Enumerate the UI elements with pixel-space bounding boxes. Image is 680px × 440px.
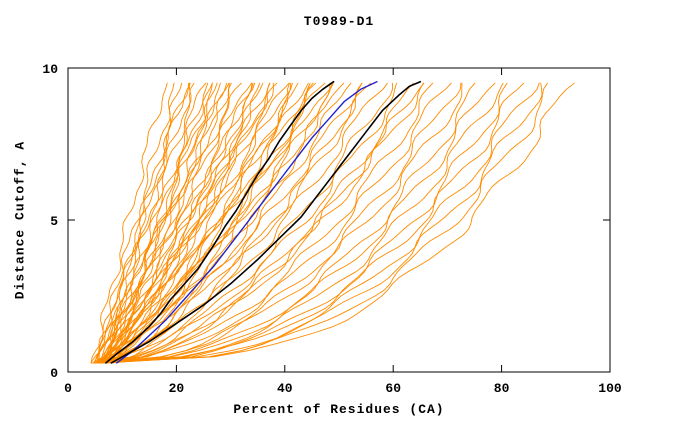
model-curve: [102, 82, 504, 364]
x-tick-label: 20: [169, 381, 185, 396]
model-curve: [98, 82, 175, 364]
model-curve: [107, 82, 393, 364]
model-curve: [101, 82, 424, 364]
x-tick-label: 40: [277, 381, 293, 396]
model-curve: [105, 82, 434, 364]
model-curve: [99, 82, 372, 364]
model-curve: [104, 82, 425, 364]
x-tick-label: 60: [385, 381, 401, 396]
model-curve: [98, 82, 254, 364]
model-curve: [98, 82, 191, 364]
model-curve: [102, 82, 290, 364]
model-curve: [93, 82, 242, 364]
model-curve: [102, 82, 543, 364]
x-tick-label: 0: [64, 381, 72, 396]
y-tick-label: 5: [50, 214, 58, 229]
model-curve: [91, 82, 525, 364]
model-curve: [90, 82, 218, 364]
blue-model-curve: [116, 80, 378, 364]
model-curve: [98, 82, 274, 364]
model-curve: [99, 82, 252, 364]
model-curve: [107, 82, 221, 364]
model-curve: [104, 82, 192, 364]
black-model-1-curve: [105, 80, 335, 364]
model-curve: [101, 82, 462, 364]
model-curve: [101, 82, 548, 364]
model-curve: [98, 82, 311, 364]
model-curve: [96, 82, 256, 364]
model-curve: [100, 82, 213, 364]
x-tick-label: 80: [494, 381, 510, 396]
y-axis-label: Distance Cutoff, A: [12, 140, 28, 300]
x-tick-label: 100: [598, 381, 622, 396]
model-curve: [94, 82, 230, 364]
model-curve: [110, 82, 508, 364]
model-curve: [98, 82, 168, 364]
model-curve: [111, 82, 363, 364]
model-curve: [97, 82, 334, 364]
model-curve: [93, 82, 317, 364]
model-curve: [94, 82, 388, 364]
model-curve: [108, 82, 209, 364]
model-curve: [95, 82, 414, 364]
chart-title: T0989-D1: [303, 14, 375, 29]
model-curve: [98, 82, 397, 364]
model-curve: [105, 82, 213, 364]
model-curve: [102, 82, 476, 364]
black-model-2-curve: [110, 80, 422, 364]
y-tick-label: 10: [42, 62, 58, 77]
x-axis-label: Percent of Residues (CA): [233, 402, 445, 417]
model-curve: [102, 82, 264, 364]
model-curve: [94, 82, 575, 364]
model-curve: [93, 82, 452, 364]
y-tick-label: 0: [50, 366, 58, 381]
model-curve: [100, 82, 463, 364]
model-curve: [107, 82, 290, 364]
model-curve: [101, 82, 261, 364]
